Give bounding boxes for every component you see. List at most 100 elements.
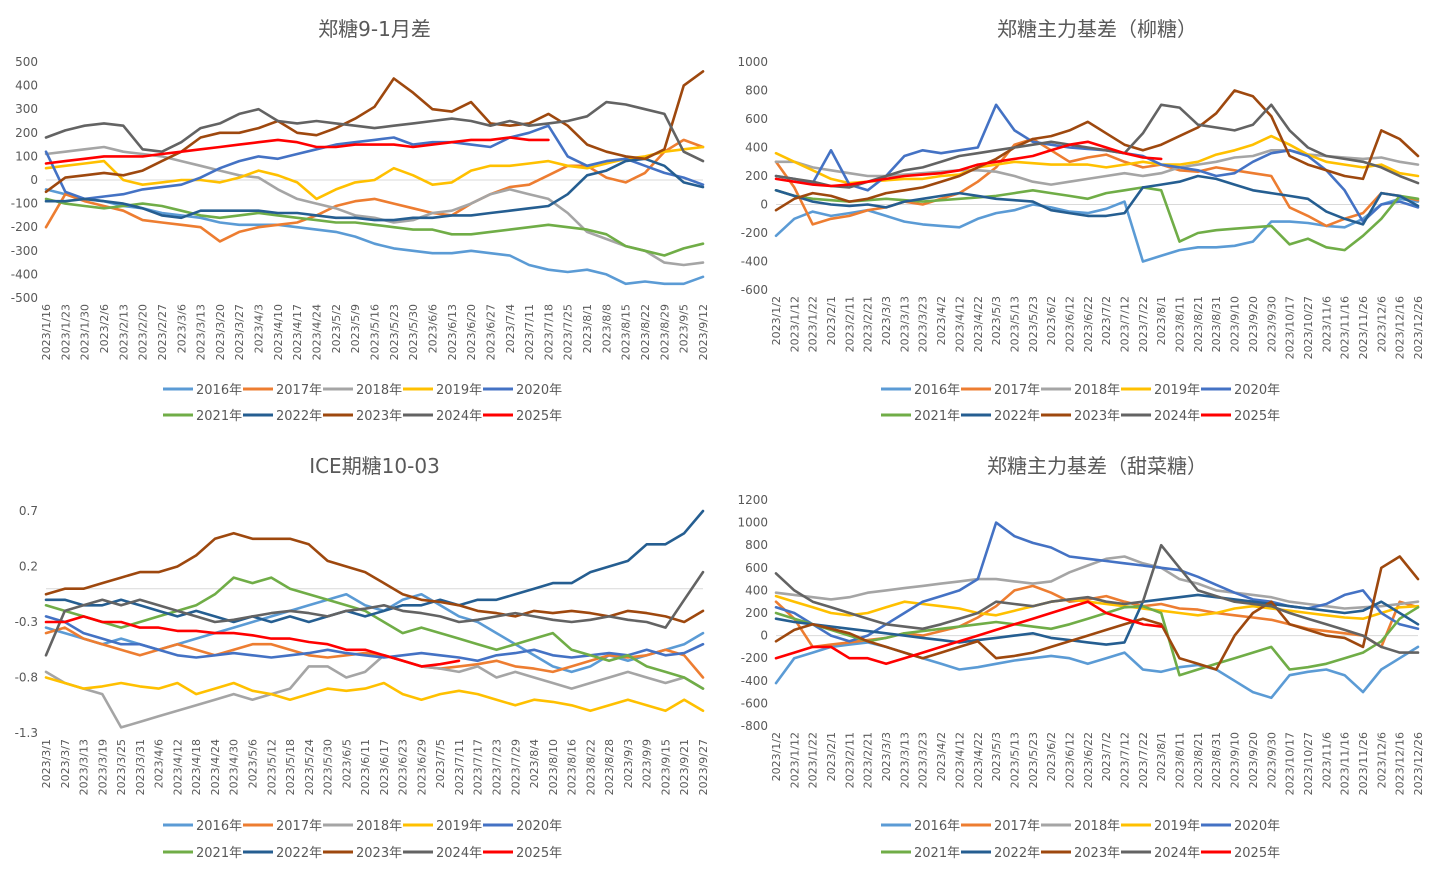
legend-label: 2022年 — [276, 846, 322, 861]
x-tick-label: 2023/4/24 — [311, 304, 324, 360]
y-tick-label: 400 — [745, 141, 768, 155]
y-tick-label: 1000 — [737, 55, 768, 69]
chart-title: 郑糖9-1月差 — [318, 17, 431, 41]
legend-label: 2021年 — [914, 846, 960, 861]
x-tick-label: 2023/4/22 — [972, 296, 985, 352]
legend-label: 2018年 — [1074, 383, 1120, 398]
legend-label: 2023年 — [1074, 409, 1120, 424]
legend-label: 2019年 — [436, 383, 482, 398]
y-tick-label: 0.2 — [19, 560, 38, 574]
y-tick-label: 200 — [15, 126, 38, 140]
y-tick-label: -200 — [11, 220, 38, 234]
x-tick-label: 2023/10/17 — [1284, 732, 1297, 795]
x-tick-label: 2023/6/29 — [415, 739, 428, 795]
y-tick-label: -0.8 — [15, 671, 38, 685]
legend-label: 2023年 — [356, 846, 402, 861]
x-tick-label: 2023/3/3 — [880, 296, 893, 345]
x-tick-label: 2023/7/5 — [434, 739, 447, 788]
x-tick-label: 2023/3/13 — [78, 739, 91, 795]
x-tick-label: 2023/2/1 — [825, 296, 838, 345]
legend-label: 2016年 — [196, 383, 242, 398]
x-tick-label: 2023/3/6 — [175, 304, 188, 353]
x-tick-label: 2023/8/11 — [1174, 296, 1187, 352]
x-tick-label: 2023/1/30 — [79, 304, 92, 360]
x-tick-label: 2023/1/12 — [788, 296, 801, 352]
x-tick-label: 2023/8/1 — [1155, 296, 1168, 345]
series-line-2022 — [44, 509, 705, 624]
legend-label: 2016年 — [914, 819, 960, 834]
x-tick-label: 2023/8/11 — [1174, 732, 1187, 788]
x-tick-label: 2023/5/23 — [1027, 732, 1040, 788]
legend-label: 2018年 — [356, 819, 402, 834]
y-tick-label: -400 — [741, 674, 768, 688]
x-tick-label: 2023/4/17 — [291, 304, 304, 360]
series-line-2025 — [774, 140, 1163, 188]
legend-label: 2021年 — [914, 409, 960, 424]
series-line-2023 — [774, 555, 1420, 671]
x-tick-label: 2023/2/27 — [156, 304, 169, 360]
series-line-2019 — [774, 594, 1420, 620]
series-line-2023 — [44, 70, 705, 194]
x-tick-label: 2023/9/10 — [1229, 296, 1242, 352]
x-tick-label: 2023/4/6 — [153, 739, 166, 788]
x-tick-label: 2023/9/10 — [1229, 732, 1242, 788]
x-tick-label: 2023/6/2 — [1045, 296, 1058, 345]
y-tick-label: 500 — [15, 55, 38, 69]
x-tick-label: 2023/9/15 — [659, 739, 672, 795]
series-line-2024 — [774, 103, 1420, 189]
x-tick-label: 2023/3/1 — [40, 739, 53, 788]
x-tick-label: 2023/10/27 — [1302, 732, 1315, 795]
x-tick-label: 2023/2/6 — [98, 304, 111, 353]
y-tick-label: 1200 — [737, 493, 768, 507]
legend-label: 2017年 — [994, 819, 1040, 834]
series-line-2024 — [44, 100, 705, 163]
y-tick-label: -800 — [741, 719, 768, 733]
x-tick-label: 2023/3/13 — [898, 296, 911, 352]
chart-title: 郑糖主力基差（柳糖） — [997, 17, 1197, 41]
chart-zhengtang-9-1-spread: 郑糖9-1月差 500 400 300 200 100 0 -100 -200 -300 -400 -… — [11, 17, 710, 424]
x-tick-label: 2023/8/15 — [620, 304, 633, 360]
x-tick-label: 2023/6/5 — [340, 739, 353, 788]
legend-label: 2016年 — [196, 819, 242, 834]
x-tick-label: 2023/7/22 — [1137, 732, 1150, 788]
x-tick-label: 2023/8/8 — [600, 304, 613, 353]
y-tick-label: 800 — [745, 538, 768, 552]
x-tick-label: 2023/5/9 — [349, 304, 362, 353]
legend-label: 2016年 — [914, 383, 960, 398]
y-tick-label: 0.7 — [19, 504, 38, 518]
x-tick-label: 2023/7/29 — [509, 739, 522, 795]
x-tick-label: 2023/7/2 — [1100, 732, 1113, 781]
x-tick-label: 2023/4/2 — [935, 296, 948, 345]
x-tick-label: 2023/1/12 — [788, 732, 801, 788]
x-tick-label: 2023/1/22 — [807, 296, 820, 352]
x-tick-label: 2023/6/6 — [426, 304, 439, 353]
x-tick-label: 2023/8/28 — [603, 739, 616, 795]
x-tick-label: 2023/2/11 — [843, 296, 856, 352]
x-tick-label: 2023/5/30 — [322, 739, 335, 795]
series-line-2018 — [44, 654, 705, 729]
x-tick-label: 2023/5/16 — [369, 304, 382, 360]
x-tick-label: 2023/6/2 — [1045, 732, 1058, 781]
x-tick-label: 2023/12/16 — [1394, 732, 1407, 795]
x-tick-label: 2023/9/5 — [678, 304, 691, 353]
chart-zhengtang-basis-liutang: 郑糖主力基差（柳糖）10008006004002000-200-400-6002… — [737, 17, 1425, 424]
series-line-2021 — [774, 604, 1420, 677]
legend-label: 2019年 — [1154, 383, 1200, 398]
series-line-2020 — [44, 124, 705, 201]
y-tick-label: 800 — [745, 84, 768, 98]
x-tick-label: 2023/6/17 — [378, 739, 391, 795]
legend-label: 2025年 — [1234, 409, 1280, 424]
y-tick-label: 200 — [745, 606, 768, 620]
legend-label: 2022年 — [994, 846, 1040, 861]
series-line-2021 — [774, 186, 1420, 252]
x-tick-label: 2023/9/9 — [641, 739, 654, 788]
legend-label: 2020年 — [516, 819, 562, 834]
legend-label: 2017年 — [276, 383, 322, 398]
x-tick-label: 2023/5/13 — [1008, 296, 1021, 352]
chart-title: 郑糖主力基差（甜菜糖） — [987, 454, 1207, 478]
x-tick-label: 2023/8/21 — [1192, 296, 1205, 352]
x-tick-label: 2023/8/22 — [584, 739, 597, 795]
x-tick-label: 2023/7/17 — [472, 739, 485, 795]
x-tick-label: 2023/5/3 — [990, 296, 1003, 345]
x-tick-label: 2023/7/11 — [523, 304, 536, 360]
